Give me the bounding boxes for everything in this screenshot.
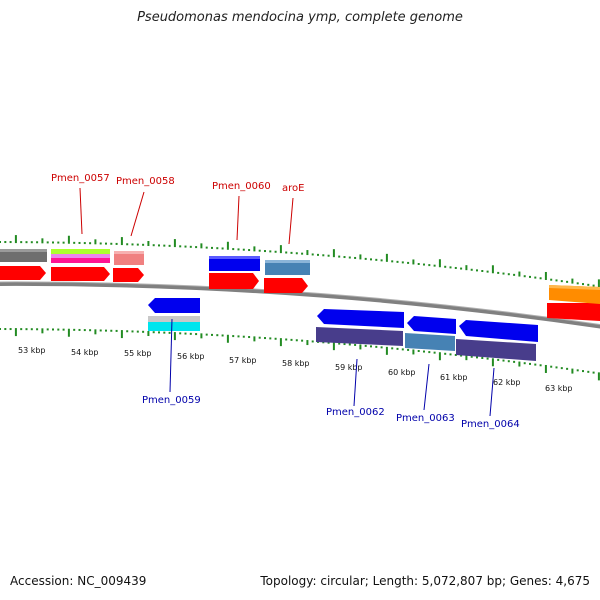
feature-slate-block [316,327,403,346]
scale-labels: 53 kbp 54 kbp 55 kbp 56 kbp 57 kbp 58 kb… [18,346,573,393]
scale-label: 58 kbp [282,359,310,368]
genome-summary-text: Topology: circular; Length: 5,072,807 bp… [260,574,590,588]
gene-label-pmen-0060[interactable]: Pmen_0060 [212,181,271,192]
feature-lightgray-block [148,316,200,322]
feature-magenta-band [51,258,110,263]
top-scale-ticks [0,235,600,288]
scale-label: 55 kbp [124,349,152,358]
feature-salmon-block [114,251,144,265]
scale-label: 53 kbp [18,346,46,355]
top-label-connectors [79,187,294,245]
feature-red-arrow [51,267,110,281]
feature-steel-block [265,260,310,275]
feature-red-arrow [113,268,144,282]
genome-backbone [0,281,600,329]
scale-label: 59 kbp [335,363,363,372]
feature-salmon-highlight [114,251,144,254]
gene-label-pmen-0057[interactable]: Pmen_0057 [51,173,110,184]
feature-red-arrow [0,266,46,280]
feature-blue-arrow-reverse [407,316,456,334]
gene-label-pmen-0064[interactable]: Pmen_0064 [461,419,520,430]
feature-blue-block [209,256,260,271]
gene-label-pmen-0059[interactable]: Pmen_0059 [142,395,201,406]
scale-label: 56 kbp [177,352,205,361]
gene-label-pmen-0063[interactable]: Pmen_0063 [396,413,455,424]
scale-label: 63 kbp [545,384,573,393]
feature-blue-arrow-reverse [459,320,538,342]
gene-label-pmen-0062[interactable]: Pmen_0062 [326,407,385,418]
scale-label: 57 kbp [229,356,257,365]
scale-label: 60 kbp [388,368,416,377]
feature-orange-block [549,285,600,304]
scale-label: 54 kbp [71,348,99,357]
feature-steel-block [405,333,455,351]
feature-red-arrow [547,303,600,321]
feature-pink-band [51,254,110,258]
feature-red-arrow [264,278,308,293]
feature-cyan-block [148,322,200,331]
scale-label: 61 kbp [440,373,468,382]
feature-lime-band [51,249,110,254]
gene-label-pmen-0058[interactable]: Pmen_0058 [116,176,175,187]
feature-orange-highlight [549,285,600,290]
feature-slate-block [456,339,536,361]
feature-blue-arrow-reverse [148,298,200,313]
feature-blue-highlight [209,256,260,259]
feature-gray-block [0,249,47,262]
scale-label: 62 kbp [493,378,521,387]
feature-red-arrow [209,273,259,289]
map-title: Pseudomonas mendocina ymp, complete geno… [137,10,463,25]
feature-steel-highlight [265,260,310,263]
feature-blue-arrow-reverse [317,309,404,328]
feature-gray-highlight [0,249,47,252]
accession-text: Accession: NC_009439 [10,574,147,588]
bottom-label-connectors [169,318,495,417]
gene-label-aroe[interactable]: aroE [282,183,304,194]
